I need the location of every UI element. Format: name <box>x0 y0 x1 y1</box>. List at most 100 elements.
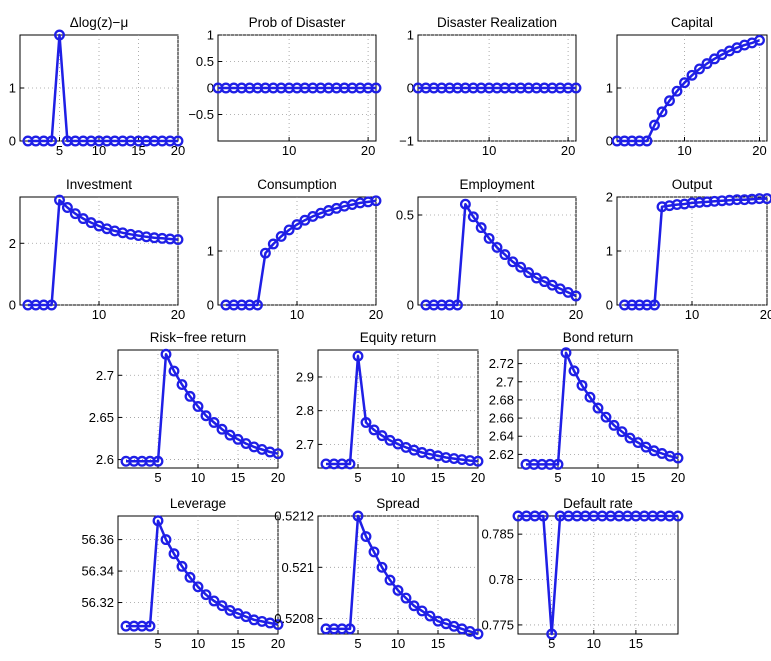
data-point <box>192 401 204 412</box>
data-point <box>376 561 388 573</box>
subplot-14: 5 10 15 0.775 0.78 0.785 Default rate <box>481 496 684 651</box>
x-tick-label: 5 <box>154 636 161 651</box>
data-point <box>672 510 684 522</box>
data-point <box>216 423 228 435</box>
x-tick-label: 20 <box>271 636 285 651</box>
data-point <box>452 299 463 311</box>
data-point <box>352 510 364 522</box>
y-tick-label: 0 <box>407 81 414 96</box>
y-tick-label: 2.7 <box>296 437 314 452</box>
x-tick-label: 10 <box>92 307 106 322</box>
subplot-6: 10 20 0 1 Consumption <box>207 177 383 322</box>
subplot-title: Default rate <box>563 496 633 511</box>
data-point <box>754 34 765 46</box>
subplot-8: 10 20 0 1 2 Output <box>606 177 771 322</box>
data-point <box>632 437 644 449</box>
data-point <box>46 135 58 147</box>
data-point <box>252 299 263 311</box>
data-point <box>664 95 675 107</box>
y-tick-label: 2.64 <box>489 429 514 444</box>
data-point <box>624 432 636 444</box>
subplot-title: Risk−free return <box>150 330 246 345</box>
data-point <box>679 77 690 89</box>
data-point <box>224 429 236 441</box>
y-tick-label: 2.8 <box>296 403 314 418</box>
y-tick-label: 2.62 <box>489 447 514 462</box>
data-point <box>552 458 564 470</box>
y-tick-label: 2.65 <box>89 410 114 425</box>
x-tick-label: 5 <box>354 470 361 485</box>
x-tick-label: 20 <box>561 143 575 158</box>
subplot-title: Investment <box>66 177 132 192</box>
x-tick-label: 5 <box>354 636 361 651</box>
x-tick-label: 15 <box>231 636 245 651</box>
data-point <box>523 267 535 279</box>
y-tick-label: 0 <box>9 134 16 149</box>
x-tick-label: 10 <box>290 307 304 322</box>
subplot-1: 5 10 15 20 0 1 Δlog(z)−μ <box>9 15 185 158</box>
x-tick-label: 10 <box>191 636 205 651</box>
data-point <box>344 623 356 635</box>
series-line <box>126 519 279 628</box>
subplot-title: Disaster Realization <box>437 15 557 30</box>
subplot-3: 10 20 −1 0 1 Disaster Realization <box>399 15 582 158</box>
subplot-12: 5 10 15 20 56.32 56.34 56.36 Leverage <box>81 496 285 651</box>
data-point <box>701 58 713 70</box>
data-point <box>176 379 188 391</box>
subplot-title: Employment <box>459 177 534 192</box>
data-point <box>275 230 287 242</box>
data-point <box>352 350 364 362</box>
y-tick-label: 1 <box>606 81 613 96</box>
y-tick-label: 0.5 <box>196 54 214 69</box>
data-point <box>344 458 356 470</box>
y-tick-label: 0.78 <box>489 572 514 587</box>
data-point <box>507 256 519 268</box>
y-tick-label: 56.36 <box>81 532 114 547</box>
x-tick-label: 15 <box>431 636 445 651</box>
data-point <box>608 419 620 431</box>
data-point <box>200 410 212 422</box>
subplot-4: 10 20 0 1 Capital <box>606 15 768 158</box>
data-point <box>370 82 382 94</box>
y-tick-label: 0.5 <box>396 208 414 223</box>
data-point <box>459 198 471 210</box>
x-tick-label: 15 <box>629 636 643 651</box>
x-tick-label: 10 <box>587 636 601 651</box>
data-point <box>546 628 558 640</box>
x-tick-label: 5 <box>554 470 561 485</box>
subplot-2: 10 20 −0.5 0 0.5 1 Prob of Disaster <box>188 15 382 158</box>
subplot-title: Output <box>672 177 713 192</box>
data-point <box>656 106 668 118</box>
x-tick-label: 20 <box>752 143 766 158</box>
data-point <box>570 290 582 302</box>
data-point <box>392 584 404 596</box>
data-point <box>152 515 164 527</box>
subplot-title: Spread <box>376 496 420 511</box>
y-tick-label: 2.72 <box>489 356 514 371</box>
axes-box <box>19 196 179 306</box>
data-point <box>537 510 549 522</box>
subplot-title: Leverage <box>170 496 226 511</box>
subplot-title: Consumption <box>257 177 337 192</box>
x-tick-label: 10 <box>677 143 691 158</box>
x-tick-label: 15 <box>231 470 245 485</box>
x-tick-label: 5 <box>56 143 63 158</box>
data-point <box>475 222 487 234</box>
series-line <box>526 351 679 466</box>
data-point <box>267 238 279 250</box>
data-point <box>515 261 527 273</box>
data-point <box>160 534 172 546</box>
y-tick-label: 2 <box>606 190 613 205</box>
data-point <box>592 402 604 414</box>
data-point <box>61 202 73 213</box>
y-tick-label: 0.785 <box>481 527 514 542</box>
x-tick-label: 10 <box>490 307 504 322</box>
data-point <box>184 571 196 583</box>
subplot-5: 10 20 0 2 Investment <box>9 177 185 322</box>
y-tick-label: 1 <box>9 81 16 96</box>
y-tick-label: 2.68 <box>489 392 514 407</box>
series-line <box>326 514 479 636</box>
y-tick-label: 56.32 <box>81 595 114 610</box>
x-tick-label: 10 <box>685 307 699 322</box>
